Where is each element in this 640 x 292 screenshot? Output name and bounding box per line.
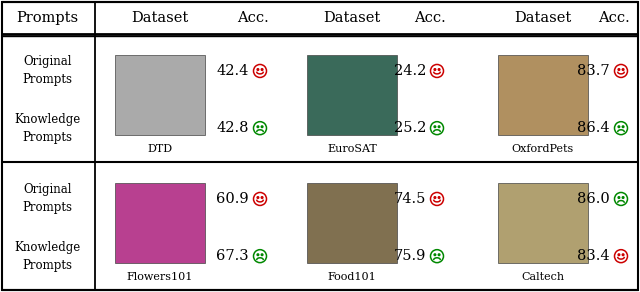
Text: 86.0: 86.0 — [577, 192, 610, 206]
Text: OxfordPets: OxfordPets — [512, 144, 574, 154]
Text: Flowers101: Flowers101 — [127, 272, 193, 282]
Text: 60.9: 60.9 — [216, 192, 249, 206]
Circle shape — [261, 69, 263, 70]
Circle shape — [257, 69, 259, 70]
Circle shape — [434, 126, 436, 128]
Text: 83.7: 83.7 — [577, 64, 610, 78]
Circle shape — [434, 69, 436, 70]
Text: Prompts: Prompts — [17, 11, 79, 25]
Circle shape — [438, 254, 440, 256]
Bar — [498, 183, 588, 263]
Text: Knowledge
Prompts: Knowledge Prompts — [14, 113, 81, 144]
Circle shape — [438, 69, 440, 70]
Text: 42.8: 42.8 — [216, 121, 249, 135]
Circle shape — [622, 197, 624, 198]
Text: 86.4: 86.4 — [577, 121, 610, 135]
Text: 83.4: 83.4 — [577, 249, 610, 263]
Circle shape — [434, 197, 436, 198]
Bar — [307, 183, 397, 263]
Text: DTD: DTD — [147, 144, 173, 154]
Circle shape — [261, 126, 263, 128]
Circle shape — [618, 254, 620, 256]
Text: Knowledge
Prompts: Knowledge Prompts — [14, 241, 81, 272]
Text: 42.4: 42.4 — [216, 64, 249, 78]
Text: 24.2: 24.2 — [394, 64, 426, 78]
Bar — [115, 183, 205, 263]
Text: Acc.: Acc. — [414, 11, 446, 25]
Circle shape — [622, 254, 624, 256]
Text: Dataset: Dataset — [515, 11, 572, 25]
Circle shape — [618, 126, 620, 128]
Text: Dataset: Dataset — [131, 11, 189, 25]
Text: Acc.: Acc. — [598, 11, 630, 25]
Circle shape — [257, 254, 259, 256]
Circle shape — [257, 197, 259, 198]
Text: Caltech: Caltech — [522, 272, 564, 282]
Bar — [498, 55, 588, 135]
Text: Food101: Food101 — [328, 272, 376, 282]
Text: Acc.: Acc. — [237, 11, 269, 25]
Circle shape — [622, 69, 624, 70]
Text: 74.5: 74.5 — [394, 192, 426, 206]
Circle shape — [261, 197, 263, 198]
Text: EuroSAT: EuroSAT — [327, 144, 377, 154]
Circle shape — [618, 197, 620, 198]
Bar — [307, 55, 397, 135]
Text: 75.9: 75.9 — [394, 249, 426, 263]
Text: Original
Prompts: Original Prompts — [22, 55, 72, 86]
Text: 25.2: 25.2 — [394, 121, 426, 135]
Circle shape — [434, 254, 436, 256]
Bar — [115, 55, 205, 135]
Circle shape — [257, 126, 259, 128]
Text: 67.3: 67.3 — [216, 249, 249, 263]
Circle shape — [438, 197, 440, 198]
Circle shape — [618, 69, 620, 70]
Text: Dataset: Dataset — [323, 11, 381, 25]
Circle shape — [261, 254, 263, 256]
Circle shape — [438, 126, 440, 128]
Circle shape — [622, 126, 624, 128]
Text: Original
Prompts: Original Prompts — [22, 183, 72, 214]
